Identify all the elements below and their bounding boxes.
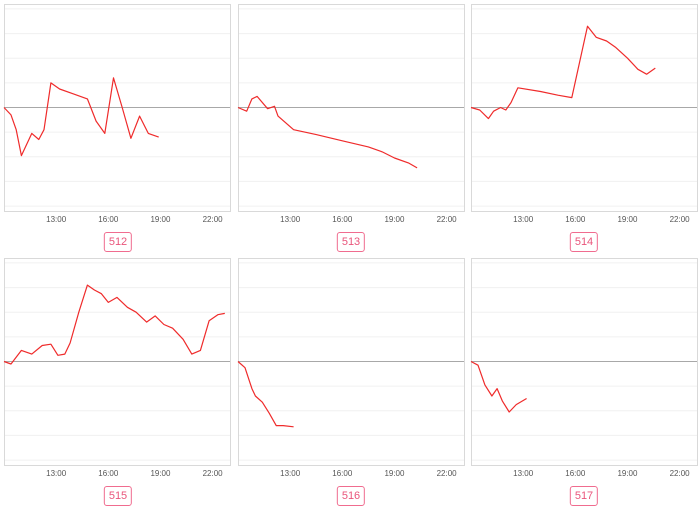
x-tick-label: 16:00	[332, 469, 353, 478]
chart-panel-515: 13:00 16:00 19:00 22:00 515	[0, 254, 234, 509]
series-line	[3, 284, 225, 365]
chart-panel-514: 13:00 16:00 19:00 22:00 514	[468, 0, 700, 254]
x-tick-label: 22:00	[203, 469, 224, 478]
x-tick-label: 19:00	[384, 469, 405, 478]
series-line	[3, 77, 159, 157]
x-tick-label: 19:00	[617, 215, 638, 224]
x-tick-label: 13:00	[280, 469, 301, 478]
x-tick-label: 19:00	[384, 215, 405, 224]
chart-svg-515: 13:00 16:00 19:00 22:00	[3, 258, 231, 478]
label-badge-514[interactable]: 514	[569, 232, 599, 252]
x-tick-label: 13:00	[513, 215, 534, 224]
x-tick-label: 22:00	[437, 215, 458, 224]
x-tick-label: 13:00	[280, 215, 301, 224]
chart-svg-517: 13:00 16:00 19:00 22:00	[470, 258, 698, 478]
label-badge-515[interactable]: 515	[103, 486, 133, 506]
chart-panel-517: 13:00 16:00 19:00 22:00 517	[468, 254, 700, 509]
x-tick-label: 16:00	[565, 215, 586, 224]
x-tick-label: 22:00	[203, 215, 224, 224]
x-tick-label: 16:00	[98, 469, 119, 478]
series-line	[237, 95, 418, 169]
label-badge-512[interactable]: 512	[103, 232, 133, 252]
label-badge-513[interactable]: 513	[336, 232, 366, 252]
chart-panel-512: 13:00 16:00 19:00 22:00 512	[0, 0, 234, 254]
x-tick-label: 13:00	[46, 469, 67, 478]
x-tick-label: 16:00	[98, 215, 119, 224]
chart-svg-514: 13:00 16:00 19:00 22:00	[470, 4, 698, 224]
chart-panel-516: 13:00 16:00 19:00 22:00 516	[234, 254, 468, 509]
chart-panel-513: 13:00 16:00 19:00 22:00 513	[234, 0, 468, 254]
x-tick-label: 19:00	[150, 215, 171, 224]
series-line	[470, 360, 527, 413]
x-tick-label: 22:00	[670, 215, 691, 224]
series-line	[237, 361, 294, 428]
x-tick-label: 13:00	[513, 469, 534, 478]
x-tick-label: 22:00	[437, 469, 458, 478]
x-tick-label: 22:00	[670, 469, 691, 478]
series-line	[470, 25, 656, 120]
label-badge-516[interactable]: 516	[336, 486, 366, 506]
x-tick-label: 13:00	[46, 215, 67, 224]
chart-svg-513: 13:00 16:00 19:00 22:00	[237, 4, 465, 224]
chart-svg-512: 13:00 16:00 19:00 22:00	[3, 4, 231, 224]
chart-svg-516: 13:00 16:00 19:00 22:00	[237, 258, 465, 478]
x-tick-label: 19:00	[150, 469, 171, 478]
x-tick-label: 16:00	[332, 215, 353, 224]
x-tick-label: 16:00	[565, 469, 586, 478]
label-badge-517[interactable]: 517	[569, 486, 599, 506]
x-tick-label: 19:00	[617, 469, 638, 478]
